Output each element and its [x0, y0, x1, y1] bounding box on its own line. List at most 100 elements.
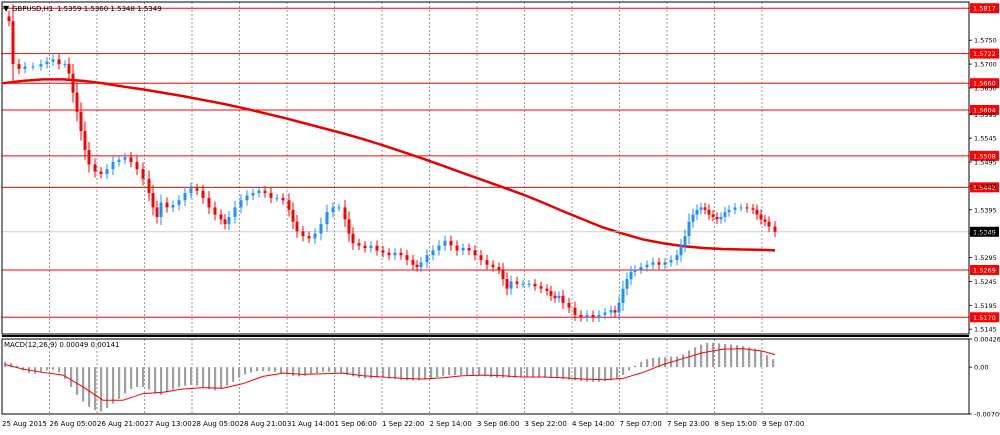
- macd-histogram-bar: [442, 367, 445, 376]
- candle-body: [129, 157, 133, 163]
- macd-histogram-bar: [538, 367, 541, 378]
- macd-histogram-bar: [688, 350, 691, 368]
- candle-body: [195, 188, 199, 191]
- chart-collapse-icon[interactable]: ▼: [3, 4, 10, 13]
- macd-histogram-bar: [196, 367, 199, 386]
- candle-body: [497, 267, 501, 270]
- candle-body: [201, 190, 205, 198]
- candle-body: [57, 59, 61, 65]
- x-tick-label: 8 Sep 15:00: [715, 420, 757, 428]
- candle-body: [505, 279, 509, 289]
- candle-body: [455, 245, 459, 251]
- macd-histogram-bar: [460, 367, 463, 376]
- macd-histogram-bar: [328, 367, 331, 372]
- macd-histogram-bar: [208, 367, 211, 389]
- macd-histogram-bar: [112, 367, 115, 404]
- candle-body: [165, 202, 169, 208]
- macd-histogram-bar: [418, 367, 421, 381]
- macd-histogram-bar: [238, 367, 241, 378]
- candle-body: [233, 207, 237, 217]
- macd-histogram-bar: [454, 367, 457, 376]
- macd-histogram-bar: [580, 367, 583, 382]
- candle-body: [515, 281, 519, 284]
- candle-body: [213, 207, 217, 215]
- macd-histogram-bar: [352, 367, 355, 377]
- macd-histogram-bar: [16, 365, 19, 368]
- x-tick-label: 4 Sep 14:00: [572, 420, 614, 428]
- macd-histogram-bar: [130, 367, 133, 389]
- candle-body: [467, 248, 471, 251]
- candle-body: [239, 200, 243, 208]
- macd-histogram-bar: [400, 367, 403, 380]
- current-price-tag: [970, 226, 999, 237]
- candle-body: [479, 255, 483, 260]
- candle-body: [325, 212, 329, 225]
- candle-body: [363, 245, 367, 249]
- candle-body: [419, 262, 423, 268]
- horizontal-levels-layer: 1.5817 1.5722 1.5660 1.5604 1.5508 1.5442 1.52…: [2, 3, 999, 323]
- macd-histogram-bar: [502, 367, 505, 378]
- candle-body: [683, 236, 687, 246]
- candle-body: [393, 252, 397, 256]
- level-price-label: 1.5817: [973, 5, 996, 13]
- candle-body: [23, 66, 27, 69]
- macd-histogram-bar: [448, 367, 451, 376]
- macd-histogram-bar: [430, 367, 433, 379]
- macd-histogram-bar: [10, 363, 13, 368]
- candle-body: [67, 64, 71, 74]
- candle-body: [117, 159, 121, 163]
- macd-histogram-bar: [742, 346, 745, 368]
- candle-body: [657, 262, 661, 265]
- macd-histogram-bar: [256, 367, 259, 372]
- macd-histogram-bar: [70, 367, 73, 387]
- candle-body: [269, 193, 273, 198]
- macd-histogram-bar: [490, 367, 493, 378]
- candle-body: [155, 207, 159, 217]
- y-tick-label: 1.5595: [974, 111, 997, 119]
- macd-histogram-bar: [46, 367, 49, 371]
- candle-body: [715, 216, 719, 220]
- candle-body: [227, 216, 231, 225]
- y-tick-label: 1.5395: [974, 206, 997, 214]
- x-tick-label: 26 Aug 21:00: [97, 420, 144, 428]
- candle-body: [621, 288, 625, 303]
- level-price-tag: [970, 150, 999, 161]
- candle-body: [245, 195, 249, 201]
- level-price-label: 1.5269: [973, 266, 996, 274]
- candle-body: [663, 262, 667, 265]
- macd-y-tick-label: 0.00: [974, 364, 988, 372]
- candle-body: [443, 240, 447, 246]
- candle-body: [319, 224, 323, 234]
- level-price-label: 1.5604: [973, 106, 996, 114]
- macd-histogram-bar: [772, 359, 775, 368]
- candle-body: [369, 245, 373, 249]
- macd-histogram-bar: [544, 367, 547, 378]
- candle-body: [567, 302, 571, 308]
- candle-body: [633, 269, 637, 272]
- macd-histogram-bar: [334, 367, 337, 373]
- x-tick-label: 1 Sep 06:00: [335, 420, 377, 428]
- macd-histogram-bar: [748, 347, 751, 368]
- candle-body: [291, 209, 295, 222]
- candle-body: [727, 209, 731, 213]
- candle-body: [759, 214, 763, 220]
- macd-histogram-bar: [664, 357, 667, 368]
- candle-body: [613, 310, 617, 313]
- candle-body: [79, 111, 83, 131]
- x-tick-label: 7 Sep 07:00: [620, 420, 662, 428]
- candle-body: [461, 248, 465, 251]
- candle-body: [31, 66, 35, 68]
- x-tick-label: 25 Aug 2015: [2, 420, 47, 428]
- candle-body: [521, 283, 525, 285]
- macd-histogram-bar: [58, 367, 61, 373]
- candle-body: [553, 295, 557, 299]
- macd-histogram-bar: [34, 367, 37, 374]
- candle-body: [295, 221, 299, 232]
- macd-histogram-bar: [190, 367, 193, 385]
- x-tick-label: 3 Sep 22:00: [525, 420, 567, 428]
- macd-histogram-bar: [322, 367, 325, 372]
- macd-histogram-bar: [214, 367, 217, 391]
- macd-histogram-bar: [268, 367, 271, 372]
- grid-layer: [49, 2, 763, 414]
